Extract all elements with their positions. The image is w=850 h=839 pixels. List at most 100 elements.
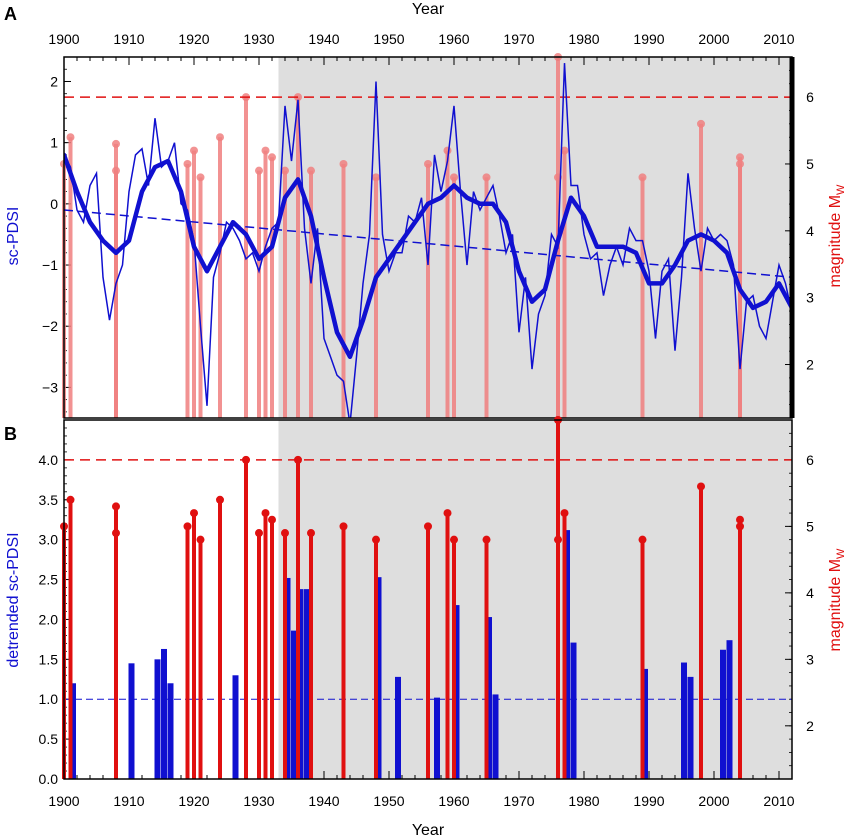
panel-b-earthquake-marker	[190, 509, 198, 518]
panel-b-y-tick-label: 1.5	[39, 651, 59, 667]
top-axis-title: Year	[412, 1, 445, 18]
panel-a-x-tick-label: 1910	[113, 31, 144, 47]
panel-b-earthquake-marker	[255, 529, 263, 538]
panel-a-y2-tick-label: 2	[806, 357, 814, 373]
panel-a-x-tick-label: 1980	[568, 31, 599, 47]
panel-a-earthquake-marker	[450, 173, 458, 182]
panel-b-earthquakes	[60, 416, 792, 779]
panel-a-x-tick-label: 1990	[633, 31, 664, 47]
panel-b-earthquake-marker	[307, 529, 315, 538]
panel-a-x-tick-label: 2000	[698, 31, 729, 47]
panel-a-frame	[63, 56, 795, 419]
panel-b-earthquake-marker	[736, 522, 744, 531]
panel-a-y2-tick-label: 3	[806, 290, 814, 306]
panel-b-earthquake-marker	[183, 522, 192, 531]
panel-b-y-tick-label: 2.0	[39, 611, 59, 627]
panel-b-earthquake-marker	[112, 502, 120, 511]
panel-b-earthquake-marker	[482, 535, 491, 544]
panel-a-x-tick-label: 1900	[48, 31, 79, 47]
panel-b-earthquake-marker	[66, 495, 75, 504]
panel-a-earthquake-marker	[736, 159, 744, 168]
panel-a-y-tick-label: 0	[50, 196, 58, 212]
panel-b-y2-axis-title-main: magnitude M	[827, 559, 844, 652]
panel-b-y2-axis-title-sub: W	[835, 548, 847, 559]
panel-a-earthquake-marker	[261, 146, 270, 155]
panel-a-y-tick-label: −1	[42, 257, 58, 273]
panel-a-earthquake-marker	[268, 153, 276, 162]
panel-b-earthquake-marker	[443, 509, 452, 518]
panel-b-pdsi-bar	[154, 659, 161, 779]
panel-a-earthquake-marker	[196, 173, 205, 182]
panel-b-pdsi-bar	[720, 649, 726, 779]
panel-a-earthquake-marker	[112, 139, 120, 148]
panel-a-y2-tick-label: 6	[806, 89, 814, 105]
panel-a-earthquake-marker	[443, 146, 452, 155]
panel-b-pdsi-bars	[64, 530, 792, 779]
panel-a-y2-axis-title: magnitude MW	[827, 184, 847, 288]
panel-a-x-tick-label: 1940	[308, 31, 339, 47]
panel-a: A 1900 1910 1920 1930 1940 1950 1960 1970 1980 19…	[4, 4, 847, 419]
panel-b-x-tick-label: 2000	[698, 793, 729, 809]
panel-b-letter: B	[4, 424, 17, 444]
panel-b-y2-tick-label: 4	[806, 585, 814, 601]
panel-b-pdsi-bar	[642, 668, 648, 779]
panel-a-y-tick-label: 1	[50, 135, 58, 151]
panel-b-earthquake-marker	[261, 509, 270, 518]
panel-b-pdsi-bar	[375, 577, 382, 779]
panel-a-earthquake-marker	[281, 166, 289, 175]
panel-b-y-axis-title: detrended sc-PDSI	[5, 532, 22, 667]
panel-b-earthquake-marker	[554, 535, 562, 544]
panel-a-earthquake-marker	[736, 153, 744, 162]
panel-b-pdsi-bar	[492, 694, 499, 779]
panel-b-earthquake-marker	[450, 535, 458, 544]
panel-b-y-tick-label: 0.0	[39, 771, 59, 787]
panel-b-x-tick-label: 1920	[178, 793, 209, 809]
panel-b-pdsi-bar	[564, 530, 570, 779]
panel-a-pdsi-lines	[64, 63, 792, 418]
panel-a-y-tick-label: 2	[50, 73, 58, 89]
panel-a-smoothed-pdsi-line	[64, 152, 792, 360]
panel-b-earthquake-marker	[736, 515, 744, 524]
panel-a-x-tick-label: 2010	[763, 31, 794, 47]
panel-b-y2-tick-label: 6	[806, 452, 814, 468]
panel-b-earthquake-marker	[281, 529, 289, 538]
panel-b-earthquake-marker	[424, 522, 432, 531]
panel-b-y-tick-label: 3.5	[39, 492, 59, 508]
panel-a-x-tick-label: 1920	[178, 31, 209, 47]
panel-b-earthquake-marker	[638, 535, 647, 544]
panel-b-x-tick-label: 1910	[113, 793, 144, 809]
panel-a-earthquake-marker	[482, 173, 491, 182]
panel-a-earthquake-marker	[66, 133, 75, 142]
panel-a-earthquake-marker	[183, 159, 192, 168]
panel-b-pdsi-bar	[395, 676, 401, 779]
panel-b-x-tick-label: 1930	[243, 793, 274, 809]
panel-b-y-tick-label: 4.0	[39, 452, 59, 468]
panel-b-pdsi-bar	[304, 589, 310, 779]
panel-a-y-tick-label: −3	[42, 379, 58, 395]
panel-b: B 1900 1910 1920 1930 1940 1950 1960 1970 1980 19…	[4, 416, 847, 809]
panel-b-frame	[63, 419, 793, 780]
panel-b-x-tick-label: 1980	[568, 793, 599, 809]
panel-b-earthquake-marker	[372, 535, 380, 544]
panel-a-y-axis-title: sc-PDSI	[5, 207, 22, 266]
panel-a-x-tick-label: 1960	[438, 31, 469, 47]
panel-b-shade-rect	[278, 420, 792, 779]
panel-a-earthquake-marker	[255, 166, 263, 175]
panel-a-earthquake-marker	[560, 146, 569, 155]
panel-a-earthquake-marker	[190, 146, 198, 155]
panel-b-pdsi-bar	[681, 662, 687, 779]
panel-b-pdsi-bar	[128, 663, 135, 779]
panel-b-pdsi-bar	[70, 683, 76, 779]
panel-a-y2-tick-label: 4	[806, 223, 814, 239]
panel-b-y-tick-label: 2.5	[39, 572, 59, 588]
panel-a-earthquake-marker	[112, 166, 120, 175]
panel-b-pdsi-bar	[161, 648, 167, 779]
panel-a-earthquake-marker	[638, 173, 647, 182]
panel-b-earthquake-marker	[216, 495, 224, 504]
panel-b-pdsi-bar	[232, 675, 239, 779]
panel-b-pdsi-bar	[297, 589, 304, 779]
panel-b-earthquake-marker	[112, 529, 120, 538]
panel-a-earthquake-marker	[424, 159, 432, 168]
panel-a-earthquake-marker	[216, 133, 224, 142]
